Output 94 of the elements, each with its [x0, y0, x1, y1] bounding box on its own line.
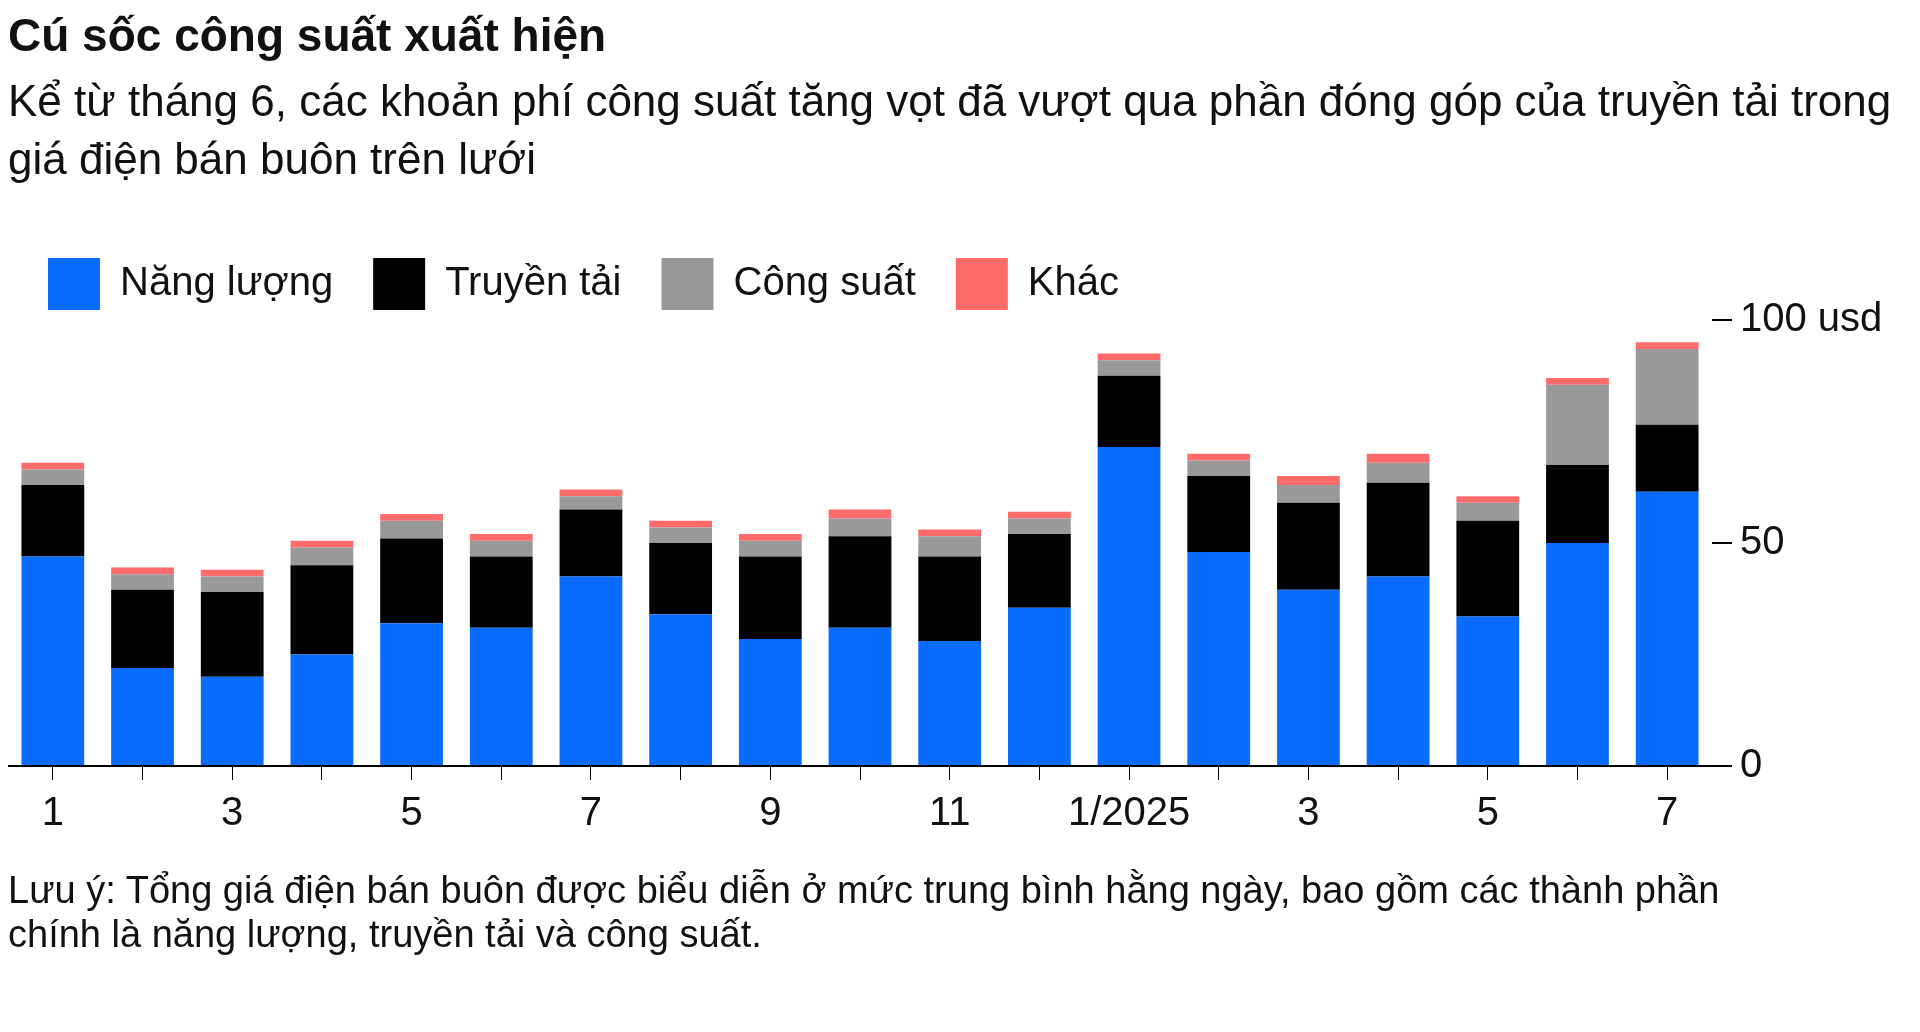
bar	[1456, 496, 1520, 503]
bar	[1546, 464, 1609, 543]
bar	[1366, 462, 1430, 483]
x-tick-label: 9	[759, 789, 782, 834]
bar	[649, 543, 713, 615]
bar	[380, 623, 443, 765]
bar	[1635, 348, 1699, 425]
y-tick-label: 50	[1740, 518, 1785, 563]
legend-label: Khác	[1027, 259, 1120, 304]
bar	[1635, 342, 1699, 349]
bar	[918, 536, 982, 557]
bar	[918, 529, 982, 537]
bar	[1277, 502, 1340, 590]
bar	[1546, 384, 1609, 465]
bar	[1456, 502, 1520, 521]
bar	[559, 496, 623, 510]
x-tick-label: 5	[1476, 789, 1499, 834]
x-tick-label: 3	[221, 789, 244, 834]
x-tick-label: 5	[400, 789, 423, 834]
bar	[469, 540, 533, 557]
bar	[200, 592, 264, 677]
bar	[469, 556, 533, 628]
bar	[290, 547, 354, 566]
y-tick-label: 100 usd	[1740, 295, 1883, 340]
bar	[21, 556, 85, 765]
bar	[918, 556, 982, 642]
text: Lưu ý: Tổng giá điện bán buôn được biểu diễn ở mức trung bình hằng ngày, bao gồm các thành phần chính là năng lượng, truyền tải và công suất.	[8, 868, 1721, 956]
bar	[559, 509, 623, 577]
bar	[380, 538, 443, 624]
bar	[1007, 511, 1071, 519]
legend-label: Truyền tải	[445, 259, 622, 304]
bar	[1187, 551, 1251, 765]
bar	[380, 514, 443, 521]
chart-subtitle: Kể từ tháng 6, các khoản phí công suất tăng vọt đã vượt qua phần đóng góp của truyền tải trong giá điện bán buôn trên lưới	[8, 75, 1893, 185]
bar	[738, 556, 802, 639]
bar	[21, 469, 85, 486]
bar	[1635, 424, 1699, 492]
legend-label: Năng lượng	[120, 259, 334, 304]
bar	[380, 520, 443, 539]
bar	[1635, 491, 1699, 765]
x-tick-label: 1	[41, 789, 64, 834]
chart-title: Cú sốc công suất xuất hiện	[8, 8, 608, 62]
bar	[1546, 377, 1609, 385]
bar	[21, 462, 85, 470]
bar	[290, 565, 354, 655]
bar	[469, 627, 533, 765]
bar	[1187, 453, 1251, 461]
bar	[559, 576, 623, 765]
bar	[290, 654, 354, 765]
bar	[738, 534, 802, 541]
bar	[559, 489, 623, 497]
bar	[649, 527, 713, 543]
bar	[1097, 375, 1161, 448]
x-tick-label: 1/2025	[1067, 789, 1191, 834]
bar	[738, 638, 802, 765]
bar	[1187, 460, 1251, 477]
bar	[1097, 360, 1161, 376]
bar	[1456, 616, 1520, 765]
bar	[828, 536, 892, 628]
x-tick-label: 3	[1297, 789, 1320, 834]
bar	[1277, 485, 1340, 503]
bar	[828, 518, 892, 537]
bar	[111, 574, 174, 590]
bar	[1277, 589, 1340, 765]
bar	[469, 534, 533, 541]
bar	[111, 667, 174, 765]
bar	[1546, 543, 1609, 765]
bar	[21, 485, 85, 557]
legend-label: Công suất	[733, 259, 916, 304]
bar	[200, 569, 264, 577]
bar	[1366, 453, 1430, 463]
bar	[828, 627, 892, 765]
bar	[649, 520, 713, 528]
bar	[738, 540, 802, 557]
bar	[111, 589, 174, 668]
bar	[649, 614, 713, 765]
bar	[1007, 607, 1071, 765]
bar	[1097, 447, 1161, 765]
bar	[200, 576, 264, 593]
bar	[1366, 576, 1430, 765]
bar	[111, 567, 174, 575]
bar	[200, 676, 264, 765]
x-tick-label: 11	[928, 789, 971, 834]
bar	[1097, 353, 1161, 361]
x-tick-label: 7	[1656, 789, 1679, 834]
y-tick-label: 0	[1740, 741, 1763, 786]
bar	[918, 641, 982, 765]
bar	[1187, 476, 1251, 552]
bar	[1366, 482, 1430, 577]
bar	[1007, 518, 1071, 535]
bar	[1007, 534, 1071, 608]
bar	[1456, 520, 1520, 617]
bar	[1277, 476, 1340, 486]
x-tick-label: 7	[579, 789, 603, 834]
